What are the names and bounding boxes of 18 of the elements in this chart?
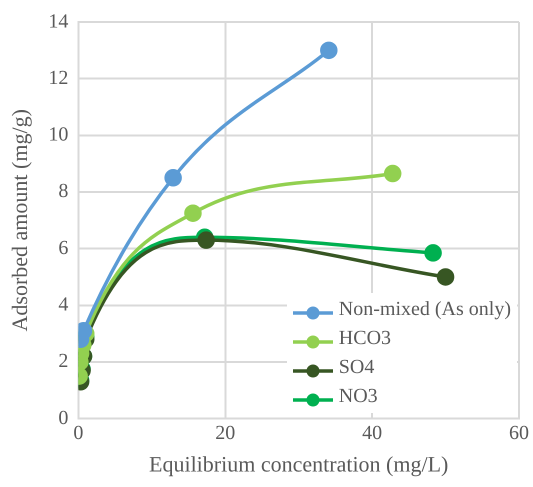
x-tick-label: 20 xyxy=(215,422,236,444)
y-tick-label: 12 xyxy=(48,66,68,89)
y-tick-label: 6 xyxy=(58,236,68,259)
x-tick-label: 40 xyxy=(362,422,382,444)
y-axis-title: Adsorbed amount (mg/g) xyxy=(6,109,32,332)
legend-label: NO3 xyxy=(338,384,378,408)
y-tick-label: 8 xyxy=(58,180,68,202)
legend-label: Non-mixed (As only) xyxy=(338,298,511,321)
x-tick-label: 0 xyxy=(73,422,84,444)
x-axis-title: Equilibrium concentration (mg/L) xyxy=(149,452,448,477)
legend-label: SO4 xyxy=(338,356,374,379)
y-tick-label: 14 xyxy=(48,10,68,32)
y-tick-label: 0 xyxy=(58,406,68,429)
y-tick-label: 2 xyxy=(58,350,68,372)
legend-label: HCO3 xyxy=(338,326,392,350)
x-tick-label: 60 xyxy=(509,422,529,444)
y-tick-label: 4 xyxy=(58,294,68,316)
y-tick-label: 10 xyxy=(48,124,68,146)
